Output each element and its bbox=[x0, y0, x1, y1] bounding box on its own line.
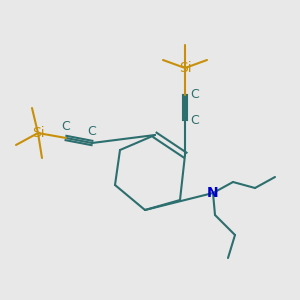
Text: C: C bbox=[88, 125, 96, 138]
Text: C: C bbox=[190, 113, 199, 127]
Text: N: N bbox=[207, 186, 219, 200]
Text: Si: Si bbox=[179, 61, 191, 75]
Text: C: C bbox=[61, 120, 70, 133]
Text: C: C bbox=[190, 88, 199, 101]
Text: Si: Si bbox=[32, 126, 44, 140]
